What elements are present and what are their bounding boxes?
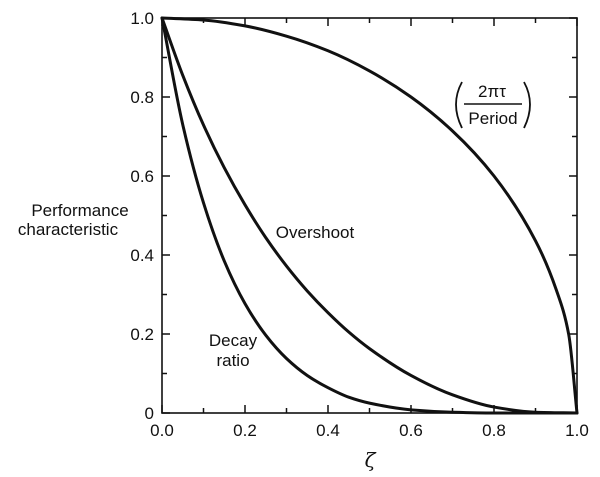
period-denominator: Period: [468, 109, 517, 128]
x-axis-label: ζ: [365, 448, 377, 472]
y-tick-label: 1.0: [130, 9, 154, 28]
y-tick-label: 0.4: [130, 246, 154, 265]
x-tick-label: 0.4: [316, 421, 340, 440]
y-axis-label-line2: characteristic: [18, 220, 119, 239]
x-tick-label: 0.0: [150, 421, 174, 440]
x-tick-label: 0.2: [233, 421, 257, 440]
decay-ratio-curve: [160, 16, 579, 415]
right-paren: [523, 81, 531, 129]
x-tick-label: 0.8: [482, 421, 506, 440]
period-numerator: 2πτ: [478, 82, 506, 101]
decay-label-line1: Decay: [209, 331, 258, 350]
y-tick-label: 0.6: [130, 167, 154, 186]
y-tick-label: 0: [145, 404, 154, 423]
overshoot-label: Overshoot: [276, 223, 355, 242]
decay-label-line2: ratio: [216, 351, 249, 370]
y-tick-label: 0.8: [130, 88, 154, 107]
overshoot-curve: [160, 16, 579, 415]
axes: 0.0 0.2 0.4 0.6 0.8 1.0 0 0.2 0.4 0.6 0.8 1.0: [130, 9, 588, 440]
left-paren: [455, 81, 463, 129]
curves: [160, 16, 579, 415]
y-tick-label: 0.2: [130, 325, 154, 344]
y-axis-label-line1: Performance: [31, 201, 128, 220]
period-curve: [160, 16, 579, 415]
x-tick-label: 0.6: [399, 421, 423, 440]
x-tick-label: 1.0: [565, 421, 589, 440]
period-annotation: 2πτ Period: [455, 81, 531, 129]
